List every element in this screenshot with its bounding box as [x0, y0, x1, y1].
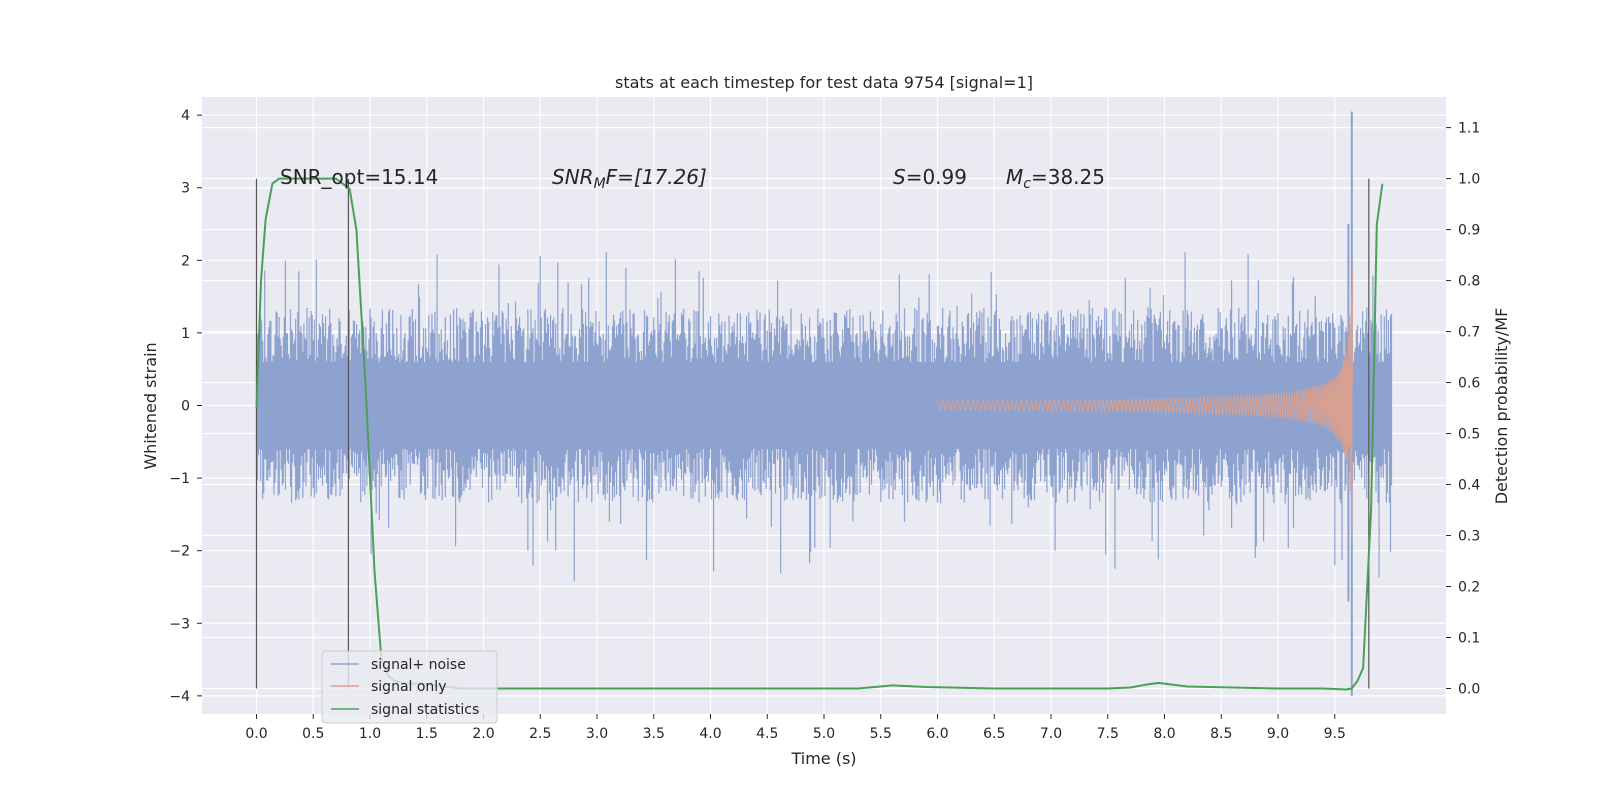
chart-title: stats at each timestep for test data 975… [615, 73, 1033, 92]
x-tick-label: 5.5 [870, 726, 892, 742]
x-axis-label: Time (s) [790, 749, 856, 768]
vertical-markers [255, 178, 1370, 689]
y-tick-label: −3 [169, 616, 190, 632]
x-tick-label: 7.5 [1097, 726, 1119, 742]
noise-core [258, 361, 1390, 450]
y-tick-label: 0 [181, 399, 190, 415]
x-tick-label: 8.0 [1153, 726, 1175, 742]
right-y-tick-label: 0.1 [1458, 631, 1480, 647]
x-tick-label: 9.5 [1324, 726, 1346, 742]
signal-only-series [937, 267, 1354, 539]
x-tick-label: 3.0 [586, 726, 608, 742]
right-y-tick-label: 0.2 [1458, 580, 1480, 596]
x-tick-label: 2.0 [472, 726, 494, 742]
right-y-tick-label: 0.3 [1458, 529, 1480, 545]
right-y-tick-label: 0.8 [1458, 274, 1480, 290]
legend-label-signal-statistics: signal statistics [371, 702, 479, 718]
right-y-tick-label: 1.0 [1458, 172, 1480, 188]
x-tick-label: 6.5 [983, 726, 1005, 742]
legend-box [321, 650, 498, 724]
y-tick-label: −1 [169, 471, 190, 487]
legend-label-signal-noise: signal+ noise [371, 657, 466, 673]
right-y-tick-label: 0.9 [1458, 223, 1480, 239]
y-tick-label: −2 [169, 544, 190, 560]
x-tick-label: 1.5 [416, 726, 438, 742]
x-tick-label: 1.0 [359, 726, 381, 742]
right-y-tick-labels: 1.1 1.0 0.9 0.8 0.7 0.6 0.5 0.4 0.3 0.2 0.1 0.0 [1446, 121, 1480, 698]
x-tick-label: 0.5 [302, 726, 324, 742]
y-tick-labels: 4 3 2 1 0 −1 −2 −3 −4 [169, 108, 202, 705]
y-tick-label: 2 [181, 253, 190, 269]
x-tick-label: 6.0 [926, 726, 948, 742]
legend-label-signal-only: signal only [371, 679, 446, 695]
right-y-tick-label: 0.6 [1458, 376, 1480, 392]
y-tick-label: −4 [169, 689, 190, 705]
annotation-snr-opt: SNR_opt=15.14 [280, 165, 438, 189]
x-tick-label: 3.5 [643, 726, 665, 742]
x-tick-label: 4.0 [699, 726, 721, 742]
chirp-line [937, 267, 1354, 539]
x-tick-labels: 0.0 0.5 1.0 1.5 2.0 2.5 3.0 3.5 4.0 4.5 5.0 5.5 6.0 6… [245, 714, 1346, 742]
x-tick-label: 0.0 [245, 726, 267, 742]
right-y-tick-label: 1.1 [1458, 121, 1480, 137]
right-y-tick-label: 0.5 [1458, 427, 1480, 443]
x-tick-label: 8.5 [1210, 726, 1232, 742]
x-tick-label: 9.0 [1267, 726, 1289, 742]
right-y-tick-label: 0.0 [1458, 682, 1480, 698]
x-tick-label: 2.5 [529, 726, 551, 742]
y-tick-label: 3 [181, 181, 190, 197]
annotation-snr-mf: SNRMF=[17.26] [552, 165, 707, 192]
x-tick-label: 4.5 [756, 726, 778, 742]
x-tick-label: 7.0 [1040, 726, 1062, 742]
legend: signal+ noise signal only signal statist… [321, 650, 498, 724]
right-y-axis-label: Detection probability/MF [1492, 308, 1511, 505]
signal-statistics-series [255, 177, 1384, 691]
signal-statistics-line [255, 177, 1384, 691]
y-axis-label: Whitened strain [141, 342, 160, 469]
annotation-mc: Mc=38.25 [1006, 165, 1105, 192]
y-tick-label: 4 [181, 108, 190, 124]
y-tick-label: 1 [181, 326, 190, 342]
x-tick-label: 5.0 [813, 726, 835, 742]
right-y-tick-label: 0.4 [1458, 478, 1480, 494]
annotation-s: S=0.99 [893, 165, 967, 189]
right-y-tick-label: 0.7 [1458, 325, 1480, 341]
